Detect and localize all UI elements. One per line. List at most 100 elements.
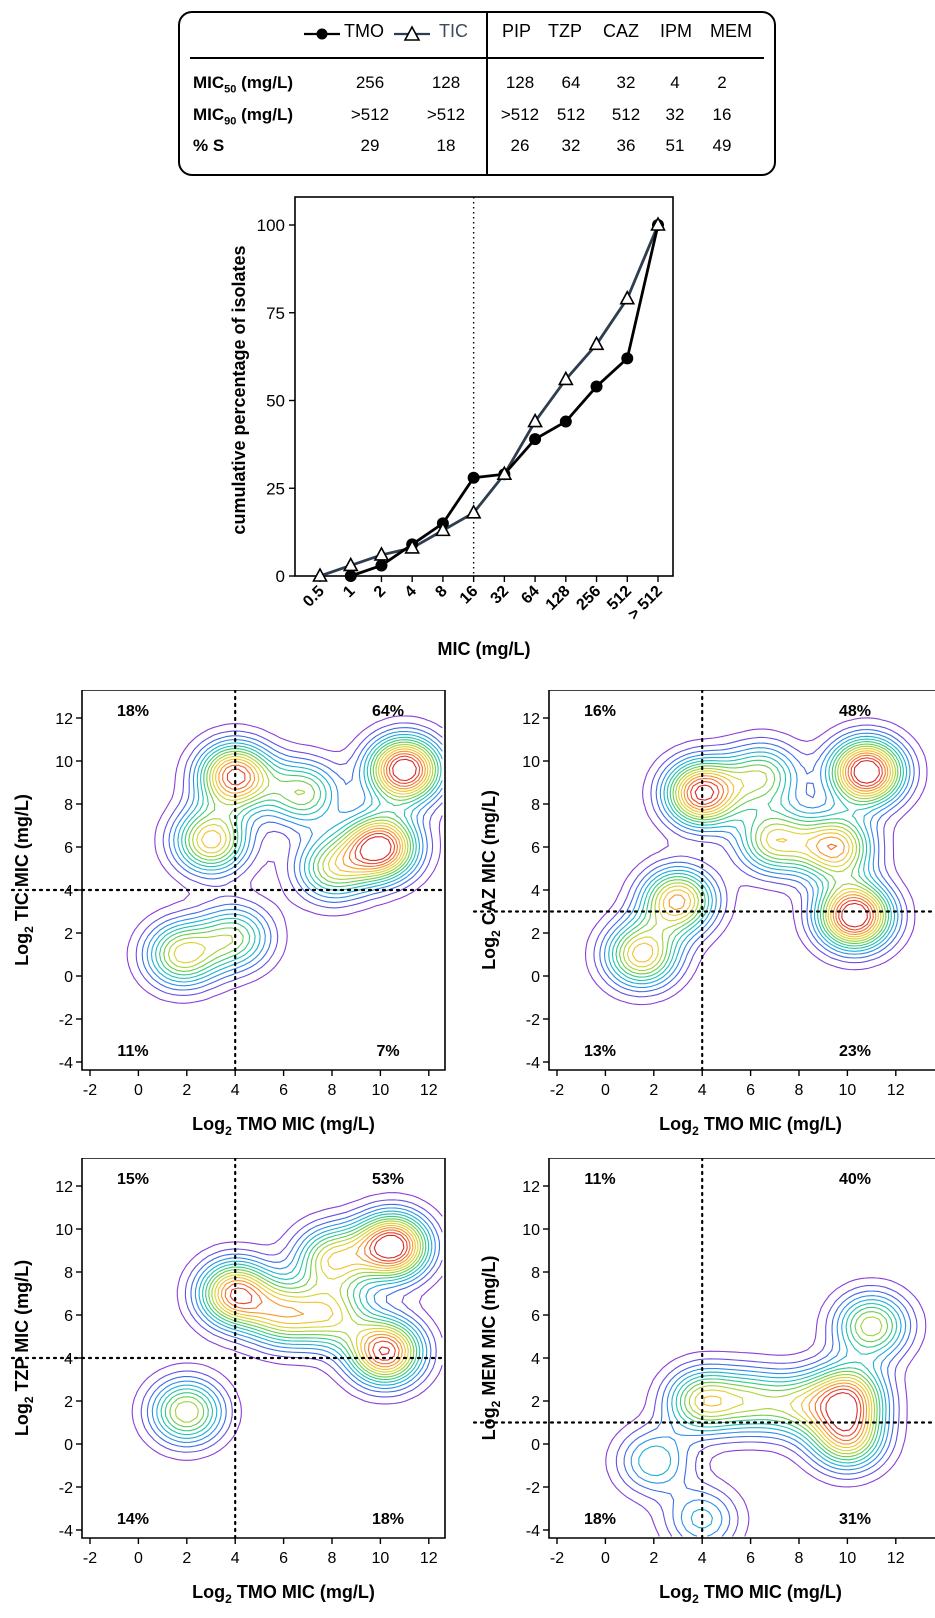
table-cell: 32 — [665, 105, 685, 124]
contour-level — [163, 741, 437, 972]
row-label-mic90: MIC90 (mg/L) — [193, 105, 294, 128]
x-tick-label: 0 — [134, 1550, 143, 1567]
tmo-legend-marker — [304, 28, 340, 40]
contour-level — [155, 736, 442, 979]
legend-label-tmo: TMO — [344, 21, 384, 41]
y-tick-label: 2 — [531, 1394, 540, 1411]
y-tick-label: 4 — [64, 1351, 73, 1368]
x-tick-label: > 512 — [625, 583, 666, 624]
contour-level — [688, 1316, 883, 1455]
x-tick-label: 8 — [328, 1082, 337, 1099]
contour-level — [599, 728, 915, 993]
contour-level — [126, 715, 443, 1004]
table-cell: 128 — [505, 73, 535, 92]
density-contours — [584, 717, 928, 1006]
density-contours — [605, 1277, 927, 1537]
contour-plot-frame — [548, 1158, 935, 1539]
contour-level — [146, 730, 443, 987]
contour-level — [220, 1227, 414, 1368]
contour-level — [611, 738, 904, 981]
contour-level — [164, 1215, 427, 1432]
x-tick-label: 2 — [182, 1082, 191, 1099]
table-cell: 256 — [355, 73, 385, 92]
quadrant-label-bottom-left: 14% — [117, 1511, 149, 1528]
contour-level — [808, 1382, 868, 1445]
contour-level — [593, 724, 920, 998]
quadrant-label-bottom-left: 13% — [584, 1043, 616, 1060]
x-tick-label: 4 — [231, 1082, 240, 1099]
x-axis-label: Log2 TMO MIC (mg/L) — [192, 1114, 375, 1138]
contour-level — [222, 753, 424, 867]
table-cell: 4 — [670, 73, 680, 92]
table-cell: 36 — [616, 136, 636, 155]
contour-plot-tic: -4 -2 0 2 4 6 8 10 12 -2 0 2 4 6 8 10 12 18% 64% 11% 7% Log2 … — [10, 690, 447, 1138]
tmo-point — [590, 380, 603, 393]
y-tick-label: -2 — [526, 1012, 540, 1029]
tic-point — [435, 521, 451, 537]
tic-point — [373, 546, 390, 561]
contour-level — [686, 754, 886, 933]
contour-level — [630, 1295, 907, 1537]
x-tick-label: 32 — [488, 583, 513, 608]
contour-level — [151, 1207, 436, 1443]
quadrant-label-bottom-right: 18% — [372, 1511, 404, 1528]
x-tick-label: 1 — [340, 583, 358, 601]
y-tick-label: -2 — [526, 1480, 540, 1497]
y-tick-label: 12 — [55, 711, 73, 728]
tic-point — [465, 504, 482, 519]
tic-legend-marker — [394, 25, 430, 41]
y-tick-label: 10 — [55, 754, 73, 771]
y-tick-label: 12 — [55, 1179, 73, 1196]
x-tick-label: 6 — [746, 1550, 755, 1567]
contour-level — [160, 1213, 430, 1436]
contour-level — [359, 758, 417, 861]
x-tick-label: 2 — [649, 1082, 658, 1099]
y-axis-label: Log2 TZP MIC (mg/L) — [12, 1260, 36, 1436]
contour-level — [690, 757, 883, 931]
contour-level — [814, 1385, 865, 1441]
y-axis-label: Log2 CAZ MIC (mg/L) — [479, 790, 503, 970]
tic-point — [312, 567, 328, 582]
y-tick-label: 6 — [64, 840, 73, 857]
table-cell: >512 — [500, 105, 540, 124]
contour-level — [675, 1302, 898, 1464]
y-tick-label: 0 — [64, 1437, 73, 1454]
contour-level — [615, 1284, 918, 1537]
tic-point — [557, 370, 574, 386]
x-tick-label: 0 — [601, 1550, 610, 1567]
y-tick-label: 2 — [64, 926, 73, 943]
quadrant-label-top-left: 18% — [117, 703, 149, 720]
y-tick-label: 10 — [522, 754, 540, 771]
x-tick-label: 4 — [231, 1550, 240, 1567]
x-tick-label: 2 — [182, 1550, 191, 1567]
contour-level — [623, 1290, 912, 1537]
quadrant-label-top-left: 16% — [584, 703, 616, 720]
quadrant-label-bottom-left: 11% — [117, 1043, 148, 1060]
legend-label-tic: TIC — [439, 21, 468, 41]
x-tick-label: 6 — [746, 1082, 755, 1099]
y-axis-label: cumulative percentage of isolates — [229, 245, 249, 534]
contour-level — [619, 743, 899, 975]
mic-summary-table — [178, 11, 776, 176]
contour-level — [608, 735, 908, 985]
quadrant-label-bottom-right: 31% — [839, 1511, 871, 1528]
contour-level — [173, 746, 431, 964]
contour-level — [150, 733, 443, 983]
y-tick-label: 0 — [531, 1437, 540, 1454]
tic-point — [496, 465, 513, 481]
y-tick-label: 4 — [531, 1351, 540, 1368]
quadrant-label-top-right: 48% — [839, 703, 871, 720]
contour-plot-frame — [81, 1158, 446, 1539]
x-tick-label: 8 — [432, 583, 450, 601]
contour-plot-frame — [81, 690, 446, 1071]
tmo-point — [621, 352, 634, 365]
column-header-mem: MEM — [710, 21, 752, 41]
density-contours — [126, 715, 443, 1004]
x-tick-label: -2 — [83, 1082, 97, 1099]
x-axis-label: Log2 TMO MIC (mg/L) — [192, 1582, 375, 1606]
y-axis-label: Log2 MEM MIC (mg/L) — [479, 1256, 503, 1441]
x-tick-label: 6 — [279, 1550, 288, 1567]
table-cell: 49 — [712, 136, 732, 155]
tmo-point — [529, 433, 542, 446]
